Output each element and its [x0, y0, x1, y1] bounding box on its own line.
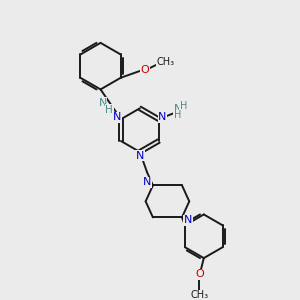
Text: N: N	[136, 151, 144, 161]
Text: H: H	[174, 110, 181, 120]
Text: O: O	[140, 64, 149, 75]
Text: N: N	[158, 112, 167, 122]
Text: H: H	[180, 100, 187, 110]
Text: N: N	[173, 104, 182, 114]
Text: N: N	[184, 215, 192, 225]
Text: CH₃: CH₃	[157, 57, 175, 67]
Text: N: N	[98, 98, 107, 108]
Text: N: N	[113, 112, 121, 122]
Text: N: N	[143, 178, 151, 188]
Text: H: H	[105, 104, 113, 115]
Text: CH₃: CH₃	[190, 290, 208, 300]
Text: O: O	[195, 269, 204, 279]
